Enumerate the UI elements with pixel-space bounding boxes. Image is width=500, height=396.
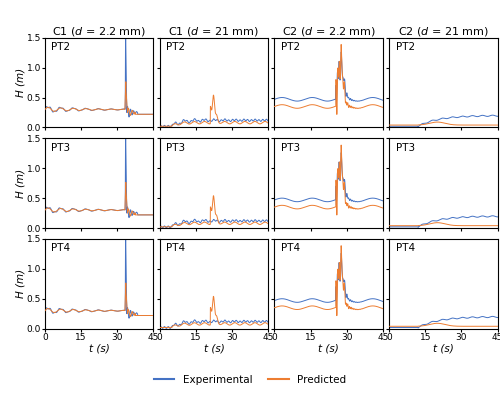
Y-axis label: H (m): H (m) bbox=[15, 169, 25, 198]
Text: PT2: PT2 bbox=[396, 42, 415, 52]
Text: PT4: PT4 bbox=[166, 243, 186, 253]
Text: PT3: PT3 bbox=[52, 143, 70, 153]
Text: PT2: PT2 bbox=[166, 42, 186, 52]
Title: C1 ($d$ = 2.2 mm): C1 ($d$ = 2.2 mm) bbox=[52, 25, 146, 38]
Y-axis label: H (m): H (m) bbox=[15, 68, 25, 97]
Title: C2 ($d$ = 2.2 mm): C2 ($d$ = 2.2 mm) bbox=[282, 25, 376, 38]
Title: C1 ($d$ = 21 mm): C1 ($d$ = 21 mm) bbox=[168, 25, 260, 38]
Title: C2 ($d$ = 21 mm): C2 ($d$ = 21 mm) bbox=[398, 25, 489, 38]
Legend: Experimental, Predicted: Experimental, Predicted bbox=[150, 371, 350, 389]
X-axis label: t (s): t (s) bbox=[318, 343, 339, 353]
Text: PT4: PT4 bbox=[281, 243, 300, 253]
Text: PT3: PT3 bbox=[396, 143, 415, 153]
X-axis label: t (s): t (s) bbox=[204, 343, 225, 353]
Text: PT3: PT3 bbox=[166, 143, 186, 153]
X-axis label: t (s): t (s) bbox=[89, 343, 110, 353]
X-axis label: t (s): t (s) bbox=[433, 343, 454, 353]
Text: PT2: PT2 bbox=[281, 42, 300, 52]
Text: PT3: PT3 bbox=[281, 143, 300, 153]
Text: PT4: PT4 bbox=[396, 243, 415, 253]
Y-axis label: H (m): H (m) bbox=[15, 269, 25, 298]
Text: PT2: PT2 bbox=[52, 42, 70, 52]
Text: PT4: PT4 bbox=[52, 243, 70, 253]
